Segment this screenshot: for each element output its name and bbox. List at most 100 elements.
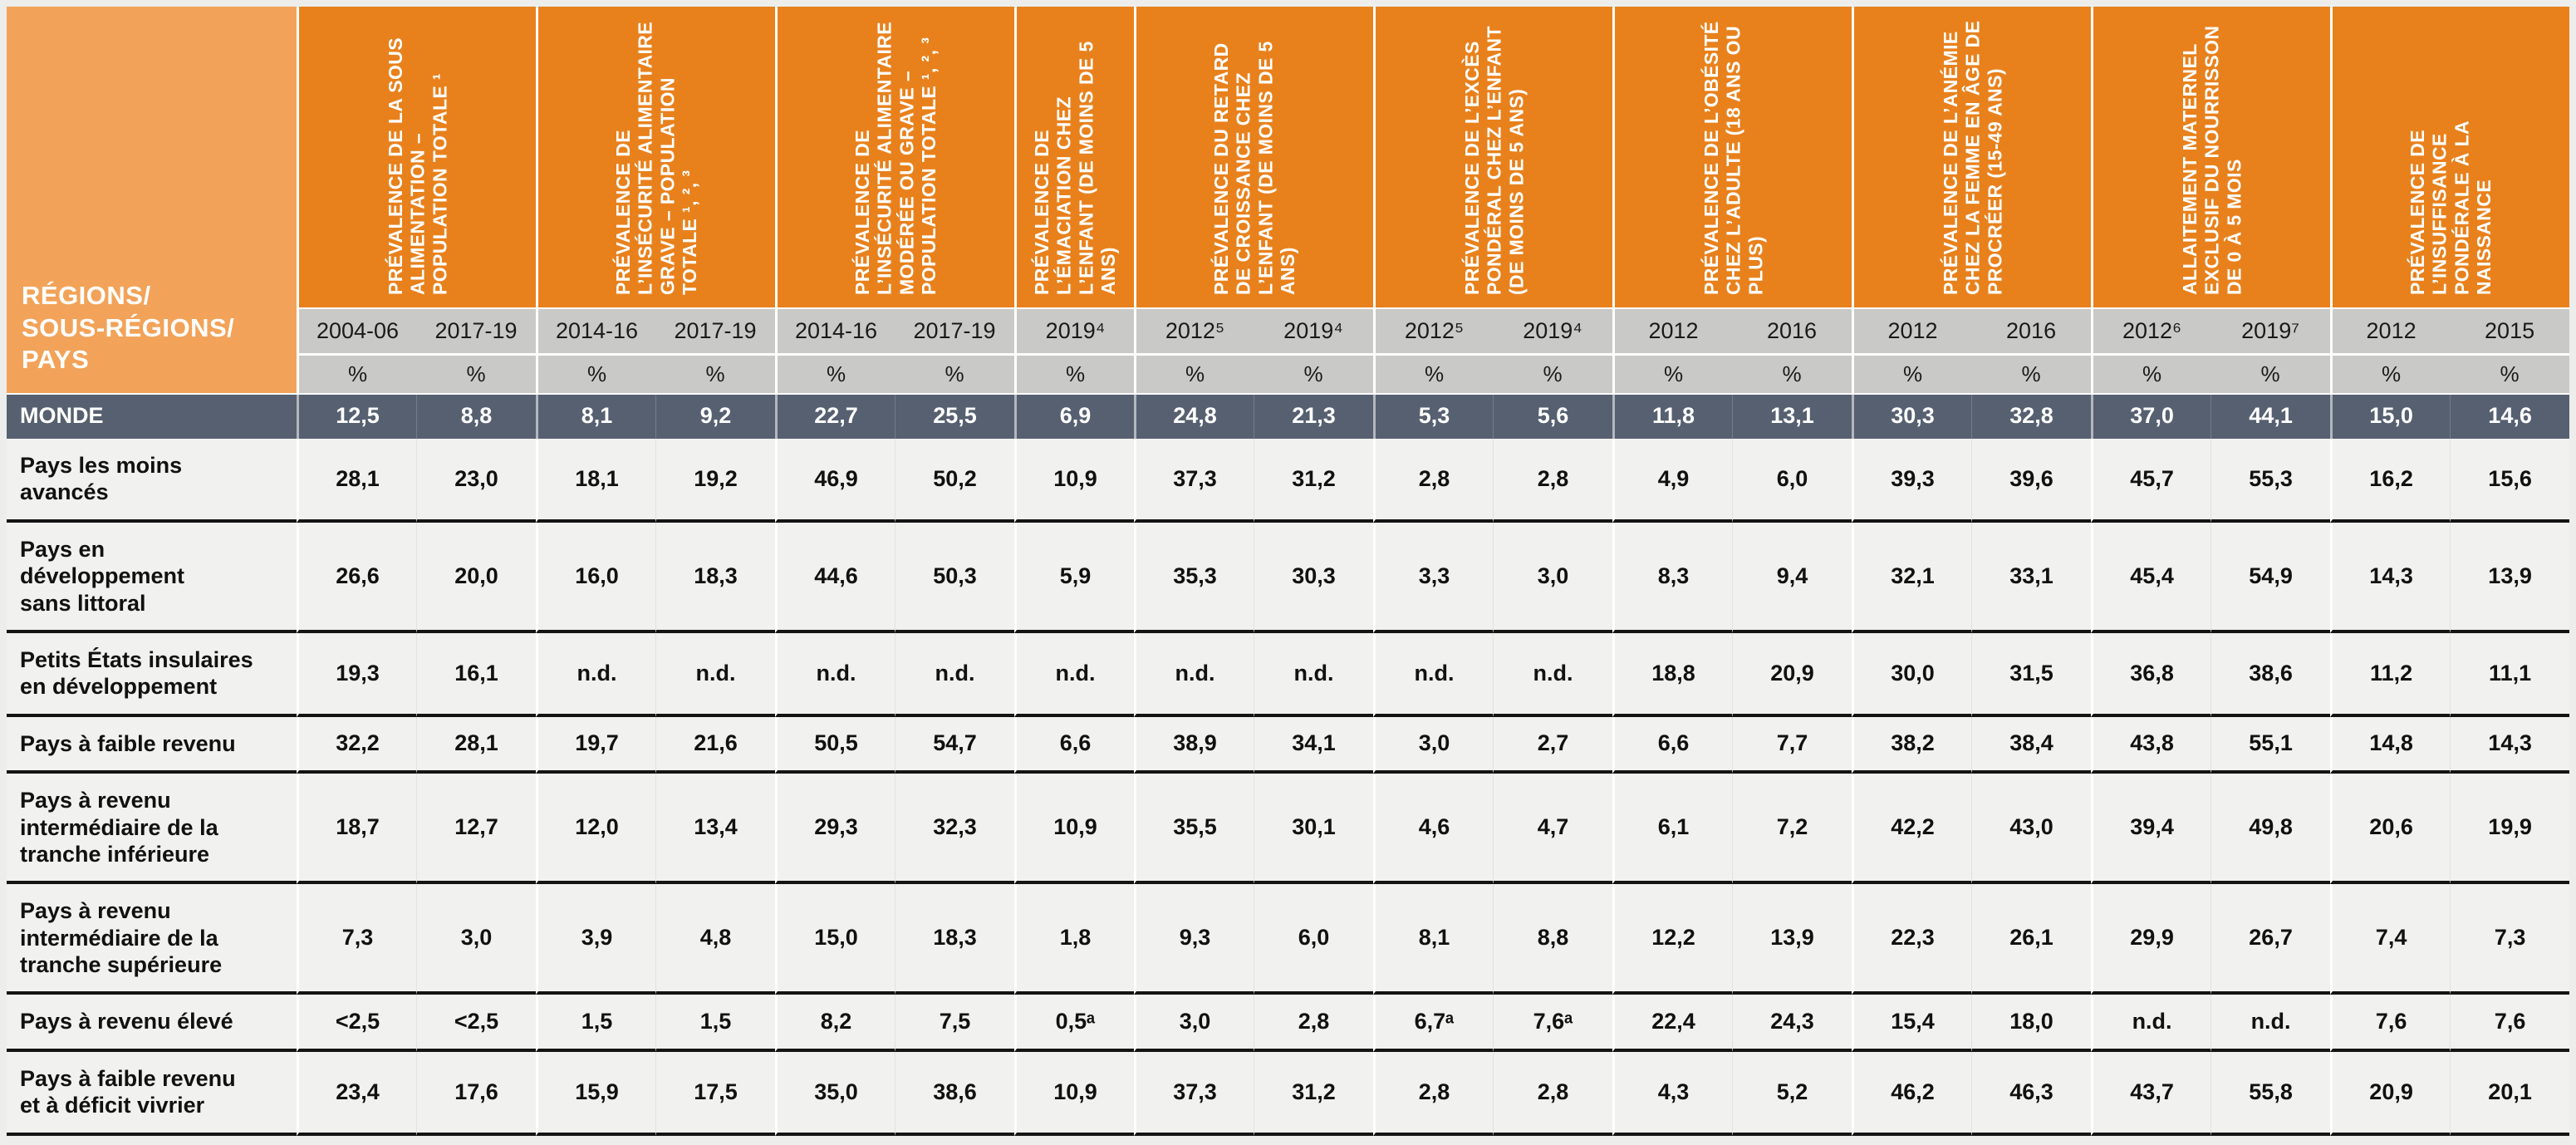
year-header: 2012: [1852, 309, 1972, 356]
unit-header: %: [1373, 356, 1494, 395]
value-cell: 31,2: [1254, 439, 1374, 523]
value-cell: 35,0: [775, 1051, 895, 1136]
value-cell: 23,4: [297, 1051, 416, 1136]
value-cell: <2,5: [297, 995, 416, 1052]
row-label: Pays à faible revenu et à déficit vivrie…: [7, 1051, 297, 1136]
value-cell: 38,9: [1134, 716, 1254, 774]
value-cell: 45,4: [2091, 522, 2211, 633]
value-cell: 0,5ᵃ: [1014, 995, 1135, 1052]
year-header: 2019⁴: [1493, 309, 1613, 356]
value-cell: 2,8: [1493, 1051, 1613, 1136]
row-label: Pays à revenu intermédiaire de la tranch…: [7, 774, 297, 885]
value-cell: 3,3: [1373, 522, 1494, 633]
value-cell: n.d.: [1254, 632, 1374, 717]
column-group-label: PRÉVALENCE DE LA SOUS ALIMENTATION – POP…: [384, 37, 450, 295]
value-cell: n.d.: [2091, 995, 2211, 1052]
value-cell: 30,3: [1254, 522, 1374, 633]
value-cell: 7,5: [895, 995, 1015, 1052]
value-cell: n.d.: [536, 632, 656, 717]
value-cell: 36,8: [2091, 632, 2211, 717]
value-cell: 12,0: [536, 774, 656, 885]
value-cell: 8,1: [1373, 884, 1494, 995]
unit-header: %: [1134, 356, 1254, 395]
value-cell: 25,5: [895, 395, 1015, 439]
value-cell: 50,2: [895, 439, 1015, 523]
unit-header: %: [1732, 356, 1852, 395]
column-group-label: PRÉVALENCE DE L’INSÉCURITÉ ALIMENTAIRE G…: [612, 21, 701, 295]
column-group-header: PRÉVALENCE DE L’INSÉCURITÉ ALIMENTAIRE G…: [536, 7, 776, 309]
value-cell: 37,3: [1134, 439, 1254, 523]
value-cell: 7,6: [2330, 995, 2451, 1052]
value-cell: 12,7: [416, 774, 537, 885]
value-cell: 3,0: [1373, 716, 1494, 774]
value-cell: 29,3: [775, 774, 895, 885]
value-cell: 7,7: [1732, 716, 1852, 774]
value-cell: 1,5: [536, 995, 656, 1052]
value-cell: 15,0: [2330, 395, 2451, 439]
year-header: 2016: [1732, 309, 1852, 356]
value-cell: 46,2: [1852, 1051, 1972, 1136]
value-cell: 18,0: [1971, 995, 2092, 1052]
value-cell: 10,9: [1014, 1051, 1135, 1136]
value-cell: 55,1: [2210, 716, 2331, 774]
value-cell: 20,9: [1732, 632, 1852, 717]
table-row: Pays à faible revenu et à déficit vivrie…: [7, 1051, 2570, 1136]
value-cell: 21,6: [655, 716, 776, 774]
value-cell: 11,2: [2330, 632, 2451, 717]
value-cell: 5,6: [1493, 395, 1613, 439]
value-cell: 7,4: [2330, 884, 2451, 995]
value-cell: 7,3: [2450, 884, 2570, 995]
value-cell: 8,8: [416, 395, 537, 439]
food-security-indicators-table: RÉGIONS/ SOUS-RÉGIONS/ PAYS PRÉVALENCE DE…: [7, 7, 2570, 1136]
value-cell: 15,9: [536, 1051, 656, 1136]
header-row-units: %%%%%%%%%%%%%%%%%%%: [7, 356, 2570, 395]
corner-header: RÉGIONS/ SOUS-RÉGIONS/ PAYS: [7, 7, 297, 395]
value-cell: 24,3: [1732, 995, 1852, 1052]
value-cell: 6,0: [1732, 439, 1852, 523]
value-cell: 10,9: [1014, 774, 1135, 885]
value-cell: 38,4: [1971, 716, 2092, 774]
row-label: Petits États insulaires en développement: [7, 632, 297, 717]
value-cell: 32,2: [297, 716, 416, 774]
column-group-label: PRÉVALENCE DE L’EXCÈS PONDÉRAL CHEZ L’EN…: [1460, 25, 1527, 295]
value-cell: 4,7: [1493, 774, 1613, 885]
column-group-label: PRÉVALENCE DE L’INSUFFISANCE PONDÉRALE À…: [2407, 120, 2495, 295]
value-cell: 5,2: [1732, 1051, 1852, 1136]
value-cell: 35,3: [1134, 522, 1254, 633]
table-row: Pays les moins avancés 28,1 23,0 18,1 19,2 46…: [7, 439, 2570, 523]
unit-header: %: [416, 356, 537, 395]
value-cell: 43,0: [1971, 774, 2092, 885]
value-cell: 16,2: [2330, 439, 2451, 523]
table-header: RÉGIONS/ SOUS-RÉGIONS/ PAYS PRÉVALENCE DE…: [7, 7, 2570, 395]
column-group-label: PRÉVALENCE DE L’INSÉCURITÉ ALIMENTAIRE M…: [851, 21, 940, 295]
value-cell: 42,2: [1852, 774, 1972, 885]
column-group-header: ALLAITEMENT MATERNEL EXCLUSIF DU NOURRIS…: [2091, 7, 2331, 309]
year-header: 2017-19: [655, 309, 776, 356]
value-cell: 7,3: [297, 884, 416, 995]
unit-header: %: [2330, 356, 2451, 395]
unit-header: %: [2091, 356, 2211, 395]
value-cell: 49,8: [2210, 774, 2331, 885]
value-cell: n.d.: [775, 632, 895, 717]
table-row: Pays à faible revenu 32,2 28,1 19,7 21,6 50,5…: [7, 716, 2570, 774]
row-label: Pays à faible revenu: [7, 716, 297, 774]
value-cell: n.d.: [2210, 995, 2331, 1052]
value-cell: 37,0: [2091, 395, 2211, 439]
value-cell: n.d.: [1014, 632, 1135, 717]
value-cell: 32,8: [1971, 395, 2092, 439]
value-cell: 1,5: [655, 995, 776, 1052]
table-row: Pays à revenu élevé <2,5 <2,5 1,5 1,5 8,2 7,5 0…: [7, 995, 2570, 1052]
value-cell: 22,3: [1852, 884, 1972, 995]
row-label: MONDE: [7, 395, 297, 439]
value-cell: 20,9: [2330, 1051, 2451, 1136]
value-cell: 14,8: [2330, 716, 2451, 774]
value-cell: 6,7ᵃ: [1373, 995, 1494, 1052]
value-cell: 30,0: [1852, 632, 1972, 717]
value-cell: 18,7: [297, 774, 416, 885]
value-cell: 18,1: [536, 439, 656, 523]
value-cell: 50,5: [775, 716, 895, 774]
value-cell: 37,3: [1134, 1051, 1254, 1136]
value-cell: 38,6: [895, 1051, 1015, 1136]
header-row-indicators: RÉGIONS/ SOUS-RÉGIONS/ PAYS PRÉVALENCE DE…: [7, 7, 2570, 395]
value-cell: 5,9: [1014, 522, 1135, 633]
